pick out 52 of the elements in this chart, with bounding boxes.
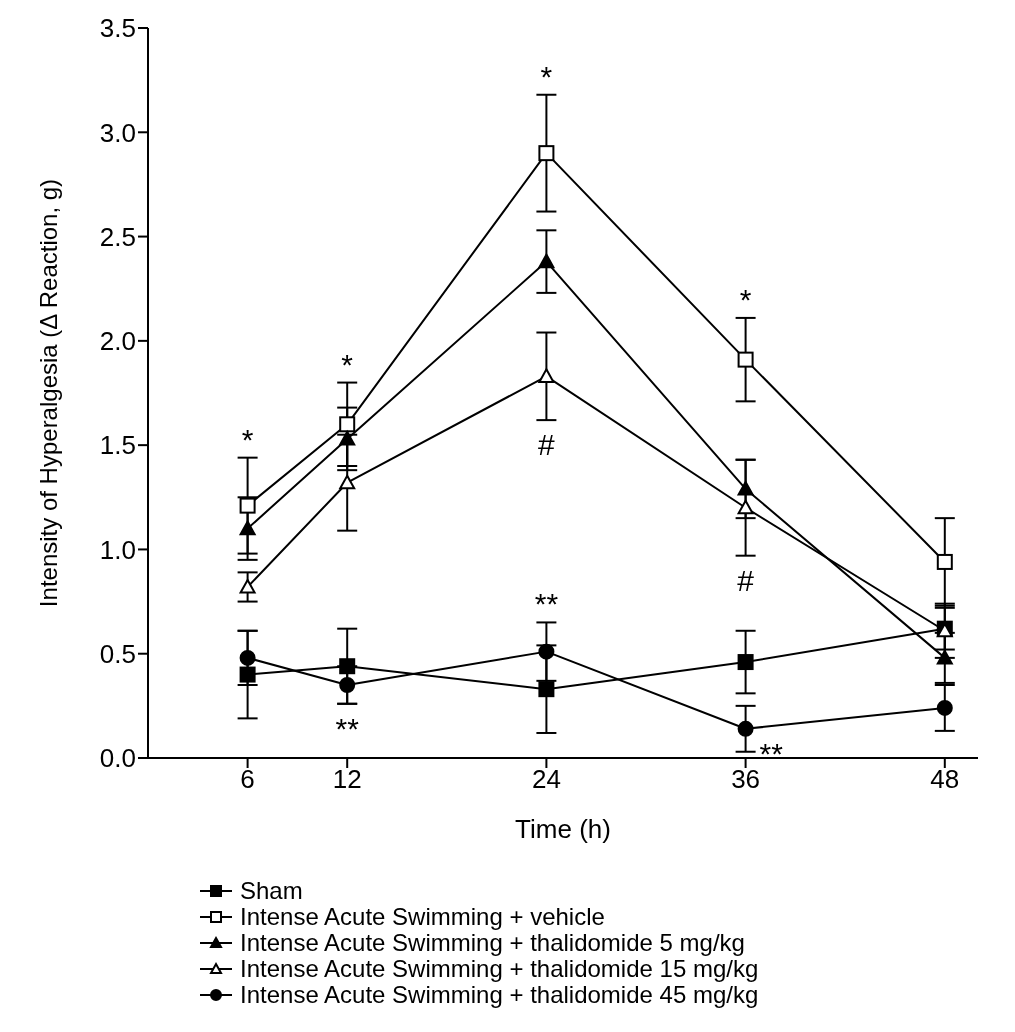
x-axis-title: Time (h) <box>515 814 611 844</box>
legend-label: Intense Acute Swimming + thalidomide 5 mg/kg <box>240 929 745 957</box>
point <box>737 480 754 496</box>
annotation: * <box>341 347 354 381</box>
x-tick-label: 6 <box>240 764 255 795</box>
x-tick-label: 36 <box>731 764 761 795</box>
legend-label: Intense Acute Swimming + thalidomide 15 mg/kg <box>240 955 759 983</box>
y-tick-label: 3.5 <box>99 13 136 44</box>
annotation: ** <box>534 587 559 621</box>
y-tick-label: 0.0 <box>99 743 136 774</box>
annotation: ** <box>759 737 784 771</box>
point <box>737 654 754 671</box>
y-tick-label: 2.0 <box>99 326 136 357</box>
point <box>239 497 256 514</box>
x-tick-label: 48 <box>930 764 960 795</box>
annotation: * <box>540 59 553 93</box>
point <box>538 681 555 698</box>
point <box>538 643 555 660</box>
point <box>339 430 356 446</box>
point <box>936 699 953 716</box>
point <box>339 416 356 433</box>
annotation: ** <box>335 712 360 746</box>
annotation: * <box>241 422 254 456</box>
annotation: # <box>538 428 556 462</box>
point <box>538 368 555 383</box>
point <box>339 474 356 490</box>
y-tick-label: 2.5 <box>99 221 136 252</box>
legend-label: Sham <box>240 877 303 905</box>
x-tick-label: 24 <box>531 764 561 795</box>
point <box>936 553 953 570</box>
y-tick-label: 3.0 <box>99 117 136 148</box>
point <box>538 145 555 162</box>
point <box>737 499 754 515</box>
point <box>339 677 356 693</box>
point <box>737 351 754 368</box>
y-tick-label: 0.5 <box>99 638 136 669</box>
point <box>239 578 256 594</box>
point <box>339 658 356 675</box>
x-tick-label: 12 <box>332 764 362 795</box>
point <box>737 720 754 737</box>
y-tick-label: 1.0 <box>99 534 136 565</box>
point <box>239 520 256 536</box>
legend-label: Intense Acute Swimming + vehicle <box>240 903 605 931</box>
point <box>239 649 256 666</box>
annotation: * <box>739 282 752 316</box>
point <box>538 253 555 269</box>
y-axis-title: Intensity of Hyperalgesia (Δ Reaction, g) <box>34 178 62 608</box>
point <box>239 666 256 683</box>
y-tick-label: 1.5 <box>99 430 136 461</box>
annotation: # <box>737 563 755 597</box>
point <box>936 649 953 665</box>
legend-label: Intense Acute Swimming + thalidomide 45 mg/kg <box>240 981 759 1009</box>
